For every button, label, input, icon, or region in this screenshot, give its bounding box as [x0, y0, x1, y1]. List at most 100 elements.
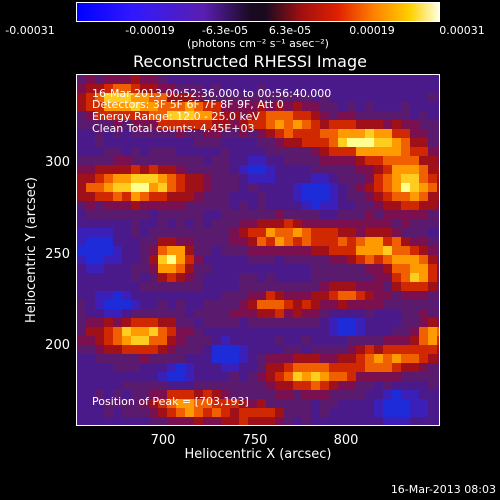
image-pixel [104, 93, 113, 102]
image-pixel [185, 390, 194, 399]
image-pixel [176, 237, 185, 246]
image-pixel [392, 273, 401, 282]
image-pixel [383, 93, 392, 102]
image-pixel [374, 264, 383, 273]
image-pixel [365, 354, 374, 363]
image-pixel [347, 309, 356, 318]
image-pixel [302, 291, 311, 300]
image-pixel [284, 363, 293, 372]
image-pixel [275, 219, 284, 228]
image-pixel [365, 129, 374, 138]
image-pixel [311, 336, 320, 345]
image-pixel [221, 390, 230, 399]
image-pixel [122, 84, 131, 93]
image-pixel [158, 408, 167, 417]
image-pixel [437, 300, 439, 309]
image-pixel [149, 282, 158, 291]
image-pixel [248, 165, 257, 174]
image-pixel [293, 156, 302, 165]
image-pixel [428, 264, 437, 273]
image-pixel [437, 363, 439, 372]
image-pixel [77, 219, 86, 228]
image-pixel [248, 192, 257, 201]
image-pixel [77, 246, 86, 255]
y-tick-label: 300 [45, 155, 70, 170]
image-pixel [194, 192, 203, 201]
image-pixel [374, 156, 383, 165]
image-pixel [221, 120, 230, 129]
image-pixel [338, 183, 347, 192]
image-pixel [104, 264, 113, 273]
image-pixel [383, 354, 392, 363]
image-pixel [284, 291, 293, 300]
image-pixel [392, 201, 401, 210]
image-pixel [167, 147, 176, 156]
image-pixel [302, 93, 311, 102]
image-pixel [311, 120, 320, 129]
image-pixel [248, 246, 257, 255]
image-pixel [239, 417, 248, 425]
image-pixel [131, 174, 140, 183]
image-pixel [284, 129, 293, 138]
image-pixel [122, 228, 131, 237]
image-pixel [149, 165, 158, 174]
image-pixel [383, 408, 392, 417]
image-pixel [428, 111, 437, 120]
image-pixel [113, 417, 122, 425]
image-pixel [293, 165, 302, 174]
image-pixel [374, 237, 383, 246]
image-pixel [266, 84, 275, 93]
image-pixel [428, 399, 437, 408]
image-pixel [140, 192, 149, 201]
image-pixel [257, 399, 266, 408]
image-pixel [401, 201, 410, 210]
image-pixel [131, 336, 140, 345]
image-pixel [203, 129, 212, 138]
image-pixel [374, 390, 383, 399]
image-pixel [221, 372, 230, 381]
image-pixel [113, 228, 122, 237]
image-pixel [365, 147, 374, 156]
image-pixel [140, 147, 149, 156]
image-pixel [95, 147, 104, 156]
image-pixel [383, 129, 392, 138]
image-pixel [140, 165, 149, 174]
image-pixel [401, 390, 410, 399]
image-pixel [401, 174, 410, 183]
image-pixel [383, 417, 392, 425]
image-pixel [257, 102, 266, 111]
image-pixel [131, 408, 140, 417]
image-pixel [275, 318, 284, 327]
image-pixel [77, 156, 86, 165]
image-pixel [392, 408, 401, 417]
image-pixel [419, 282, 428, 291]
image-pixel [284, 102, 293, 111]
image-pixel [248, 228, 257, 237]
image-pixel [320, 246, 329, 255]
image-pixel [338, 417, 347, 425]
image-pixel [95, 345, 104, 354]
image-pixel [419, 399, 428, 408]
image-pixel [230, 246, 239, 255]
x-tick-label: 800 [333, 433, 359, 448]
image-pixel [230, 201, 239, 210]
image-pixel [293, 264, 302, 273]
image-pixel [113, 174, 122, 183]
image-pixel [185, 354, 194, 363]
image-pixel [140, 309, 149, 318]
image-pixel [239, 156, 248, 165]
image-pixel [365, 219, 374, 228]
image-pixel [266, 273, 275, 282]
image-pixel [248, 138, 257, 147]
image-pixel [266, 156, 275, 165]
image-pixel [230, 84, 239, 93]
image-pixel [77, 228, 86, 237]
image-pixel [374, 201, 383, 210]
image-pixel [158, 147, 167, 156]
image-pixel [131, 291, 140, 300]
image-pixel [392, 363, 401, 372]
image-pixel [329, 309, 338, 318]
image-pixel [221, 327, 230, 336]
image-pixel [239, 228, 248, 237]
image-pixel [104, 201, 113, 210]
